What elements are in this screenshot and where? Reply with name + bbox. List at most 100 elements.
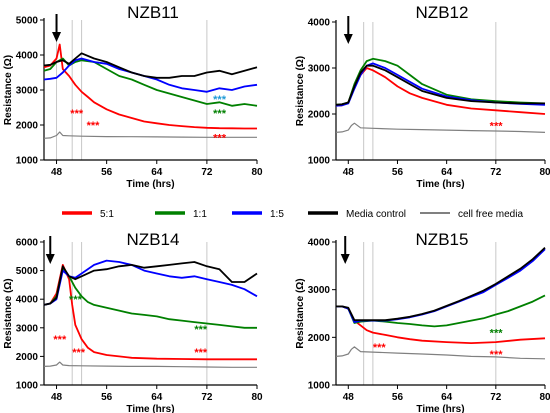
- x-tick-label: 72: [201, 392, 213, 403]
- significance-marker: ***: [69, 294, 83, 306]
- x-tick-label: 48: [343, 392, 355, 403]
- series-line-cell-free-media: [335, 122, 546, 133]
- chart-title: NZB15: [416, 230, 469, 249]
- significance-marker: ***: [213, 132, 227, 144]
- legend-item: cell free media: [420, 209, 523, 220]
- legend-item: Media control: [308, 209, 406, 220]
- y-tick-label: 1000: [308, 381, 331, 392]
- series-line-5-1: [335, 67, 546, 115]
- x-tick-label: 56: [392, 392, 404, 403]
- y-tick-label: 1000: [16, 381, 39, 392]
- chart-panel-nzb11: NZB11 1000 2000 3000 4000 5000 48 56 64 72 80 Time …: [3, 3, 263, 190]
- series-line-cell-free-media: [43, 361, 257, 368]
- y-tick-label: 2000: [308, 333, 331, 344]
- x-tick-label: 64: [151, 167, 163, 178]
- significance-marker: ***: [87, 120, 101, 132]
- y-tick-label: 5000: [16, 16, 39, 27]
- series-line-1-5: [335, 62, 546, 107]
- arrow-icon: [343, 16, 353, 44]
- series-line-media-control: [43, 261, 258, 306]
- legend-label: Media control: [346, 209, 406, 220]
- y-tick-label: 3000: [16, 323, 39, 334]
- x-axis-label: Time (hrs): [416, 404, 464, 413]
- legend-label: 1:5: [270, 209, 284, 220]
- legend: 5:1 1:1 1:5 Media control cell free media: [62, 209, 523, 220]
- x-tick-label: 72: [201, 167, 213, 178]
- y-tick-label: 1000: [16, 156, 39, 167]
- arrow-icon: [340, 236, 350, 264]
- y-tick-label: 4000: [308, 18, 331, 29]
- x-tick-label: 48: [51, 167, 63, 178]
- chart-panel-nzb12: NZB12 1000 2000 3000 4000 48 56 64 72 80 Time (hrs…: [295, 3, 550, 190]
- chart-title: NZB11: [127, 3, 179, 22]
- legend-item: 1:5: [232, 209, 284, 220]
- y-tick-label: 1000: [308, 156, 331, 167]
- arrow-icon: [52, 14, 62, 42]
- x-tick-label: 56: [101, 167, 113, 178]
- x-axis-label: Time (hrs): [126, 404, 174, 413]
- x-tick-label: 80: [539, 167, 550, 178]
- y-axis-label: Resistance (Ω): [295, 278, 306, 348]
- chart-panel-nzb14: NZB14 1000 2000 3000 4000 5000 6000 48 56 64 72 80 T…: [3, 230, 263, 413]
- chart-panel-nzb15: NZB15 1000 2000 3000 4000 48 56 64 72 80 Time (hrs…: [295, 230, 550, 413]
- significance-marker: ***: [53, 334, 67, 346]
- legend-label: 5:1: [100, 209, 114, 220]
- significance-marker: ***: [194, 324, 208, 336]
- significance-marker: ***: [70, 108, 84, 120]
- series-line-1-1: [336, 294, 546, 328]
- legend-item: 1:1: [155, 209, 207, 220]
- series-line-media-control: [335, 64, 545, 106]
- x-axis-label: Time (hrs): [416, 179, 464, 190]
- x-tick-label: 56: [392, 167, 404, 178]
- y-tick-label: 6000: [16, 238, 39, 249]
- significance-marker: ***: [490, 121, 504, 133]
- x-tick-label: 48: [51, 392, 63, 403]
- significance-marker: ***: [194, 347, 208, 359]
- y-tick-label: 4000: [16, 51, 39, 62]
- y-tick-label: 4000: [16, 295, 39, 306]
- significance-marker: ***: [490, 349, 504, 361]
- series-line-cell-free-media: [43, 131, 257, 139]
- series-line-5-1: [336, 305, 546, 345]
- legend-item: 5:1: [62, 209, 114, 220]
- legend-label: cell free media: [458, 209, 523, 220]
- x-tick-label: 64: [441, 392, 453, 403]
- significance-marker: ***: [213, 94, 227, 106]
- x-tick-label: 72: [490, 167, 502, 178]
- arrow-icon: [45, 236, 55, 264]
- x-tick-label: 80: [251, 167, 263, 178]
- x-tick-label: 80: [251, 392, 263, 403]
- series-line-media-control: [43, 52, 258, 79]
- series-line-5-1: [43, 43, 257, 130]
- chart-panels: NZB11 1000 2000 3000 4000 5000 48 56 64 72 80 Time …: [3, 3, 550, 413]
- series-line-media-control: [336, 247, 546, 322]
- x-tick-label: 48: [343, 167, 355, 178]
- y-tick-label: 2000: [308, 110, 331, 121]
- significance-marker: ***: [490, 328, 504, 340]
- significance-marker: ***: [213, 108, 227, 120]
- x-tick-label: 64: [441, 167, 453, 178]
- y-tick-label: 4000: [308, 238, 331, 249]
- y-tick-label: 3000: [308, 64, 331, 75]
- chart-title: NZB12: [416, 3, 469, 22]
- significance-marker: ***: [72, 347, 86, 359]
- y-axis-label: Resistance (Ω): [295, 56, 306, 126]
- significance-marker: ***: [373, 342, 387, 354]
- x-tick-label: 80: [539, 392, 550, 403]
- y-axis-label: Resistance (Ω): [3, 55, 14, 125]
- y-axis-label: Resistance (Ω): [3, 278, 14, 348]
- x-tick-label: 64: [151, 392, 163, 403]
- series-line-cell-free-media: [335, 346, 546, 360]
- chart-title: NZB14: [127, 230, 180, 249]
- y-tick-label: 2000: [16, 352, 39, 363]
- y-tick-label: 3000: [308, 285, 331, 296]
- legend-label: 1:1: [193, 209, 207, 220]
- y-tick-label: 5000: [16, 266, 39, 277]
- x-tick-label: 72: [490, 392, 502, 403]
- x-tick-label: 56: [101, 392, 113, 403]
- series-line-1-5: [336, 248, 546, 324]
- y-tick-label: 3000: [16, 86, 39, 97]
- y-tick-label: 2000: [16, 121, 39, 132]
- x-axis-label: Time (hrs): [126, 179, 174, 190]
